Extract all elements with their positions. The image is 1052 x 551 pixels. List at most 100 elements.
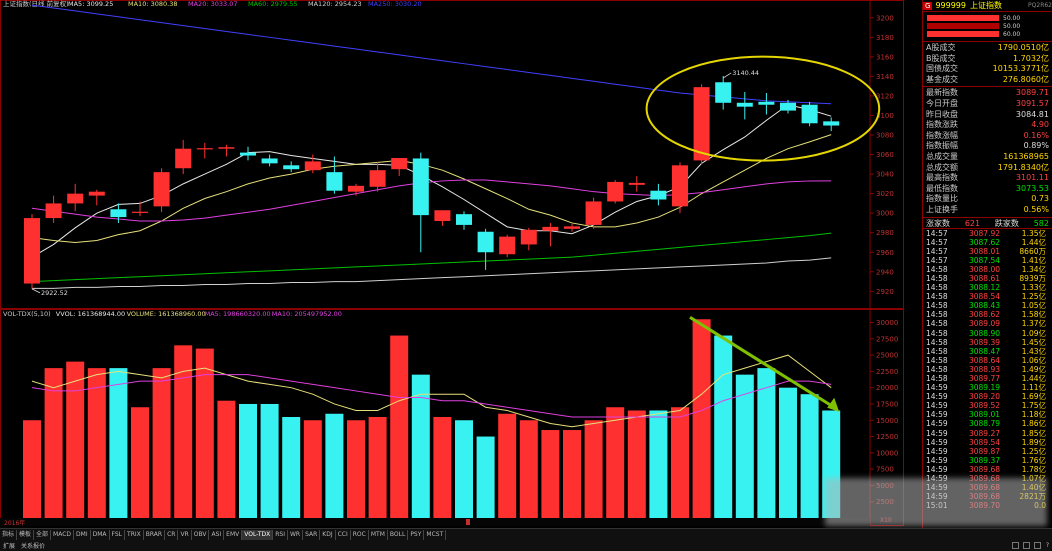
- indicator-tab[interactable]: CR: [165, 529, 179, 540]
- tick-time: 14:59: [926, 455, 948, 465]
- grid-icon[interactable]: [1033, 541, 1041, 549]
- price-tick-label: 3100: [876, 112, 894, 120]
- indicator-tab[interactable]: ROC: [351, 529, 369, 540]
- indicator-tab[interactable]: MACD: [51, 529, 75, 540]
- tick-row[interactable]: 14:59 3089.37 1.76亿: [923, 456, 1052, 465]
- tick-volume: 1.75亿: [1021, 401, 1046, 411]
- volume-bar-up: [303, 420, 322, 518]
- kline-chart-area[interactable]: 3200 3180 3160 3140 3120 3100 3080 3060 3040 3020…: [0, 0, 905, 528]
- date-label: 2016年: [4, 519, 25, 527]
- tick-row[interactable]: 14:59 3089.27 1.85亿: [923, 429, 1052, 438]
- tick-row[interactable]: 14:57 3087.62 1.44亿: [923, 238, 1052, 247]
- volume-bar-down: [476, 436, 495, 518]
- indicator-tab[interactable]: DMI: [74, 529, 91, 540]
- tick-row[interactable]: 14:58 3089.39 1.45亿: [923, 338, 1052, 347]
- stat-row: 国债成交 10153.3771亿: [923, 64, 1052, 75]
- window-icon[interactable]: [1011, 541, 1019, 549]
- tick-row[interactable]: 14:57 3088.01 8660万: [923, 247, 1052, 256]
- help-button[interactable]: ?: [1045, 541, 1049, 549]
- indicator-tab[interactable]: MTM: [369, 529, 388, 540]
- tick-row[interactable]: 14:58 3088.43 1.05亿: [923, 301, 1052, 310]
- tick-time: 14:59: [926, 446, 948, 456]
- indicator-tab[interactable]: PSY: [408, 529, 425, 540]
- indicator-tab[interactable]: TRIX: [125, 529, 144, 540]
- tick-row[interactable]: 14:58 3088.62 1.58亿: [923, 310, 1052, 319]
- tick-row[interactable]: 14:58 3088.00 1.34亿: [923, 265, 1052, 274]
- tick-row[interactable]: 14:58 3089.77 1.44亿: [923, 374, 1052, 383]
- tick-row[interactable]: 14:58 3088.54 1.25亿: [923, 292, 1052, 301]
- stat-row: 最低指数 3073.53: [923, 184, 1052, 195]
- indicator-tab[interactable]: 模板: [17, 529, 35, 540]
- volume-bar-up: [87, 368, 106, 518]
- indicator-tab[interactable]: MCST: [424, 529, 447, 540]
- ratio-row: 60.00: [923, 30, 1052, 38]
- indicator-tab[interactable]: RSI: [273, 529, 288, 540]
- indicator-tab[interactable]: VOL-TDX: [242, 529, 274, 540]
- tick-row[interactable]: 14:59 3089.19 1.11亿: [923, 383, 1052, 392]
- tick-volume: 1.78亿: [1021, 464, 1046, 474]
- indicator-tab[interactable]: FSL: [110, 529, 126, 540]
- tick-row[interactable]: 14:59 3089.54 1.89亿: [923, 438, 1052, 447]
- tick-time: 14:59: [926, 437, 948, 447]
- kline-chart[interactable]: 3200 3180 3160 3140 3120 3100 3080 3060 3040 3020…: [0, 0, 905, 528]
- tick-row[interactable]: 14:58 3088.61 8939万: [923, 274, 1052, 283]
- settings-icon[interactable]: [1022, 541, 1030, 549]
- tick-volume: 1.37亿: [1021, 319, 1046, 329]
- candle-up: [88, 191, 105, 196]
- tick-row[interactable]: 14:59 3089.68 1.78亿: [923, 465, 1052, 474]
- volume-tick-label: 7500: [876, 466, 894, 474]
- candle-down: [758, 101, 775, 105]
- indicator-tab[interactable]: 指标: [0, 529, 18, 540]
- date-strip: [0, 518, 870, 526]
- high-annotation: 3140.44: [732, 69, 759, 77]
- volume-ma5-line: [31, 354, 832, 428]
- stat-row: 上证换手 0.56%: [923, 205, 1052, 216]
- volume-tick-label: 25000: [876, 352, 898, 360]
- tick-row[interactable]: 14:58 3088.47 1.43亿: [923, 347, 1052, 356]
- indicator-tab[interactable]: 全部: [34, 529, 52, 540]
- indicator-tab[interactable]: OBV: [192, 529, 210, 540]
- candle-up: [24, 218, 40, 284]
- indicator-tab[interactable]: CCI: [336, 529, 351, 540]
- tick-row[interactable]: 14:59 3088.79 1.86亿: [923, 419, 1052, 428]
- tick-row[interactable]: 14:57 3087.54 1.41亿: [923, 256, 1052, 265]
- volume-legend-item: VVOL: 161368944.00: [56, 310, 125, 318]
- indicator-tab[interactable]: KDJ: [320, 529, 336, 540]
- volume-bar-up: [368, 417, 387, 518]
- candle-up: [434, 210, 451, 221]
- tick-row[interactable]: 14:59 3089.52 1.75亿: [923, 401, 1052, 410]
- candle-down: [780, 102, 796, 111]
- tick-row[interactable]: 14:58 3088.93 1.49亿: [923, 365, 1052, 374]
- stat-label: B股成交: [926, 53, 956, 63]
- ratio-label: 50.00: [1003, 14, 1021, 22]
- tick-row[interactable]: 14:58 3088.12 1.33亿: [923, 283, 1052, 292]
- indicator-tab[interactable]: BRAR: [144, 529, 166, 540]
- candle-down: [412, 158, 429, 216]
- candle-up: [196, 148, 213, 150]
- tick-row[interactable]: 14:58 3088.64 1.06亿: [923, 356, 1052, 365]
- stat-row: 指数振幅 0.89%: [923, 141, 1052, 152]
- tick-row[interactable]: 14:58 3089.09 1.37亿: [923, 319, 1052, 328]
- indicator-tab[interactable]: VR: [178, 529, 192, 540]
- indicator-tab[interactable]: DMA: [91, 529, 110, 540]
- tick-list[interactable]: 14:57 3087.92 1.35亿 14:57 3087.62 1.44亿 14:57 3…: [923, 229, 1052, 511]
- tick-row[interactable]: 14:57 3087.92 1.35亿: [923, 229, 1052, 238]
- indicator-tab[interactable]: EMV: [224, 529, 243, 540]
- tick-row[interactable]: 14:59 3089.20 1.69亿: [923, 392, 1052, 401]
- related-quotes-button[interactable]: 关系报价: [21, 542, 46, 550]
- candle-up: [564, 226, 580, 229]
- price-tick-label: 3020: [876, 190, 894, 198]
- indicator-tab[interactable]: WR: [288, 529, 304, 540]
- tick-row[interactable]: 14:58 3088.90 1.09亿: [923, 329, 1052, 338]
- indicator-tab[interactable]: BOLL: [388, 529, 409, 540]
- tick-row[interactable]: 14:59 3089.87 1.25亿: [923, 447, 1052, 456]
- tick-volume: 1.09亿: [1021, 328, 1046, 338]
- indicator-tab[interactable]: ASI: [209, 529, 225, 540]
- indicator-tab[interactable]: SAR: [303, 529, 321, 540]
- chart-title: 上证指数(日线 前复权): [3, 0, 69, 8]
- volume-bar-up: [498, 413, 517, 518]
- expand-button[interactable]: 扩展: [3, 542, 16, 550]
- low-marker-line: [31, 288, 41, 294]
- stat-label: 最高指数: [926, 173, 958, 183]
- tick-row[interactable]: 14:59 3089.01 1.18亿: [923, 410, 1052, 419]
